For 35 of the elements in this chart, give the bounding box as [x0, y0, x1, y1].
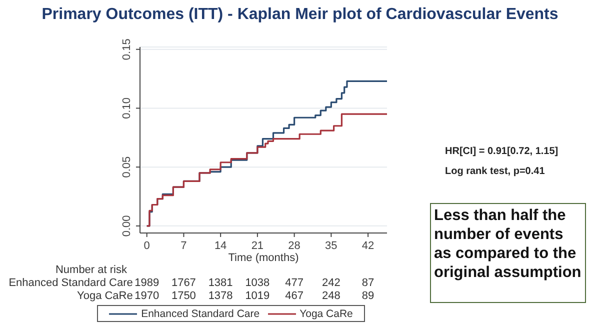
- legend-label: Yoga CaRe: [300, 308, 353, 320]
- x-tick-label: 35: [325, 240, 338, 252]
- text: 1381: [207, 277, 234, 289]
- text: 1038: [244, 277, 271, 289]
- text: Number at risk: [54, 264, 127, 276]
- text: 242: [320, 277, 342, 289]
- text: 467: [284, 290, 304, 302]
- text: 248: [320, 290, 342, 302]
- text: Less than half the number of events as compared to the original assumption: [430, 203, 586, 303]
- text: Yoga CaRe: [77, 290, 133, 302]
- text: 1750: [170, 290, 197, 302]
- chart-title: Primary Outcomes (ITT) - Kaplan Meir plot of Cardiovascular Events: [40, 6, 560, 24]
- x-tick-label: 28: [288, 240, 300, 252]
- x-tick-label: 7: [180, 240, 187, 252]
- text: 1378: [207, 290, 234, 302]
- text: 1767: [170, 277, 197, 289]
- y-tick-label: 0.05: [121, 156, 133, 178]
- text: Enhanced Standard Care: [8, 277, 133, 289]
- text: 477: [284, 277, 304, 289]
- text: HR[CI] = 0.91[0.72, 1.15]: [445, 146, 558, 157]
- x-tick-label: 42: [362, 240, 374, 252]
- text: 1970: [134, 290, 160, 302]
- x-tick-label: 14: [214, 240, 227, 252]
- y-tick-label: 0.15: [121, 38, 133, 60]
- text: 1989: [134, 277, 160, 289]
- x-tick-label: 0: [144, 240, 150, 252]
- y-tick-label: 0.10: [121, 98, 133, 119]
- x-tick-label: 21: [251, 240, 264, 252]
- text: 1019: [244, 290, 271, 302]
- text: 89: [360, 290, 376, 302]
- x-axis-title: Time (months): [228, 252, 299, 264]
- text: 87: [360, 277, 376, 289]
- text: Log rank test, p=0.41: [445, 166, 545, 177]
- legend-label: Enhanced Standard Care: [141, 308, 260, 320]
- y-tick-label: 0.00: [121, 215, 133, 237]
